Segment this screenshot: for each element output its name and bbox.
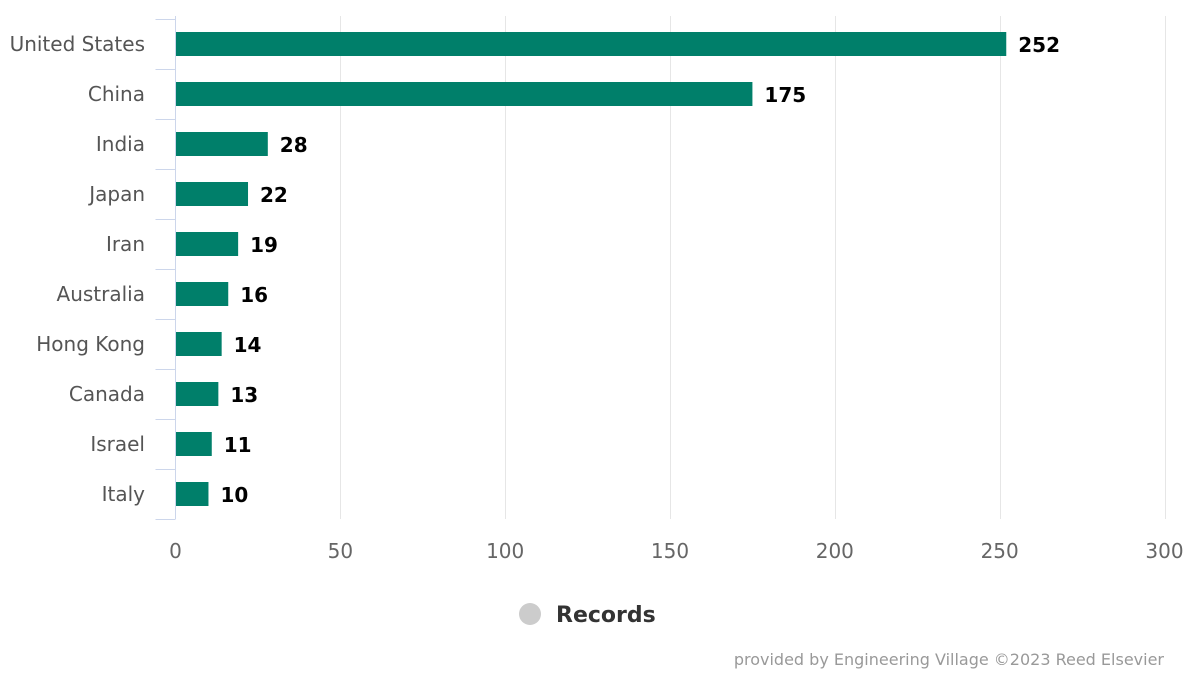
data-labels: 252 175 28 22 19 16 14 13 11 10 [220, 33, 1060, 507]
x-tick-label: 100 [486, 539, 524, 563]
data-label: 28 [280, 133, 308, 157]
category-labels: United States China India Japan Iran Australi… [10, 32, 146, 506]
category-label: United States [10, 32, 145, 56]
bar-iran[interactable] [176, 232, 239, 256]
bar-india[interactable] [176, 132, 268, 156]
bar-hong-kong[interactable] [176, 332, 222, 356]
category-label: Australia [57, 282, 145, 306]
category-axis [155, 16, 176, 520]
data-label: 13 [230, 383, 258, 407]
category-label: India [96, 132, 145, 156]
data-label: 175 [764, 83, 806, 107]
bar-italy[interactable] [176, 482, 209, 506]
category-label: Canada [69, 382, 145, 406]
bar-united-states[interactable] [176, 32, 1007, 56]
bar-china[interactable] [176, 82, 753, 106]
category-label: Italy [102, 482, 146, 506]
data-label: 11 [224, 433, 252, 457]
category-label: Hong Kong [36, 332, 145, 356]
data-label: 22 [260, 183, 288, 207]
category-label: Israel [90, 432, 145, 456]
data-label: 10 [220, 483, 248, 507]
legend-label-records[interactable]: Records [556, 603, 656, 628]
bar-series [176, 32, 1007, 506]
category-label: Iran [106, 232, 145, 256]
bar-chart: United States China India Japan Iran Australi… [10, 16, 1183, 628]
bar-israel[interactable] [176, 432, 212, 456]
data-label: 19 [250, 233, 278, 257]
x-tick-label: 250 [981, 539, 1019, 563]
category-label: China [88, 82, 145, 106]
value-axis-labels: 0 50 100 150 200 250 300 [169, 539, 1183, 563]
bar-australia[interactable] [176, 282, 229, 306]
x-tick-label: 50 [328, 539, 353, 563]
data-label: 16 [240, 283, 268, 307]
x-tick-label: 200 [816, 539, 854, 563]
credits[interactable]: provided by Engineering Village ©2023 Re… [733, 650, 1164, 669]
x-tick-label: 0 [169, 539, 182, 563]
bar-japan[interactable] [176, 182, 249, 206]
bar-canada[interactable] [176, 382, 219, 406]
category-label: Japan [87, 182, 145, 206]
x-tick-label: 150 [651, 539, 689, 563]
legend-marker [519, 603, 541, 625]
data-label: 252 [1018, 33, 1060, 57]
legend[interactable]: Records [519, 603, 656, 628]
x-tick-label: 300 [1145, 539, 1183, 563]
data-label: 14 [234, 333, 262, 357]
